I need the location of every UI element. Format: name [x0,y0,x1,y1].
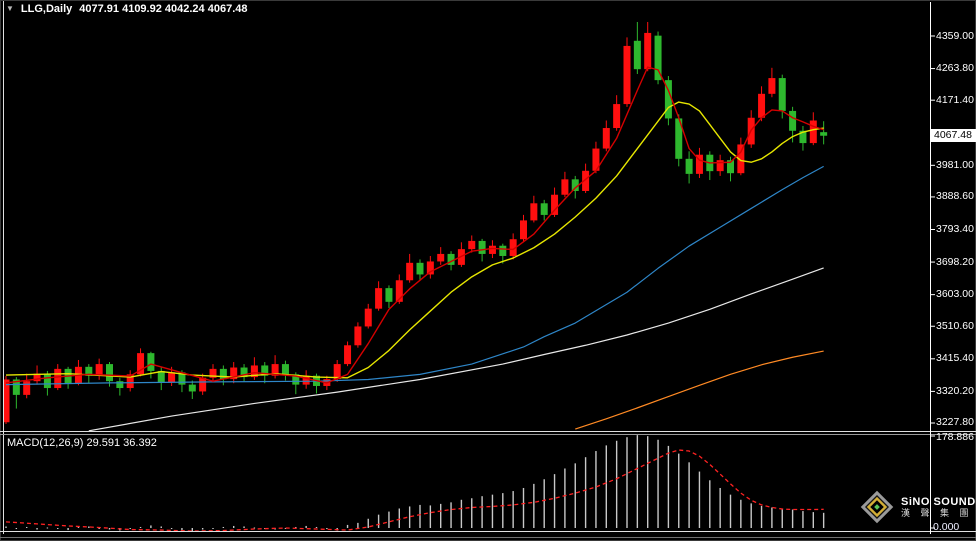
macd-axis-max-label: 178.886 [936,431,974,443]
symbol-period-label: LLG,Daily [20,3,73,15]
broker-watermark: SiNO SOUND 漢 聲 集 團 [860,489,976,525]
price-axis-label: 4171.40 [936,93,974,106]
price-axis-label: 3320.20 [936,384,974,397]
price-axis-label: 3510.60 [936,319,974,332]
price-axis-label: 3603.00 [936,288,974,301]
chart-title-bar: ▼ LLG,Daily 4077.91 4109.92 4042.24 4067… [6,3,247,15]
macd-indicator-label: MACD(12,26,9) 29.591 36.392 [7,437,157,449]
price-axis-label: 3793.40 [936,222,974,235]
collapse-indicator-icon[interactable]: ▼ [6,4,14,13]
current-price-tag: 4067.48 [931,129,976,142]
ohlc-readout: 4077.91 4109.92 4042.24 4067.48 [79,3,248,15]
price-axis-label: 3415.40 [936,352,974,365]
price-axis-label: 3888.60 [936,190,974,203]
price-axis-label: 3698.20 [936,255,974,268]
logo-brand-text: SiNO SOUND [901,495,976,508]
price-axis-label: 3981.00 [936,158,974,171]
sino-sound-diamond-icon [860,490,894,524]
logo-chinese-text: 漢 聲 集 團 [901,507,973,518]
price-axis-label: 4359.00 [936,29,974,42]
price-axis-label: 4263.80 [936,62,974,75]
macd-axis-zero-label: 0.000 [933,521,960,533]
price-axis-label: 3227.80 [936,416,974,429]
